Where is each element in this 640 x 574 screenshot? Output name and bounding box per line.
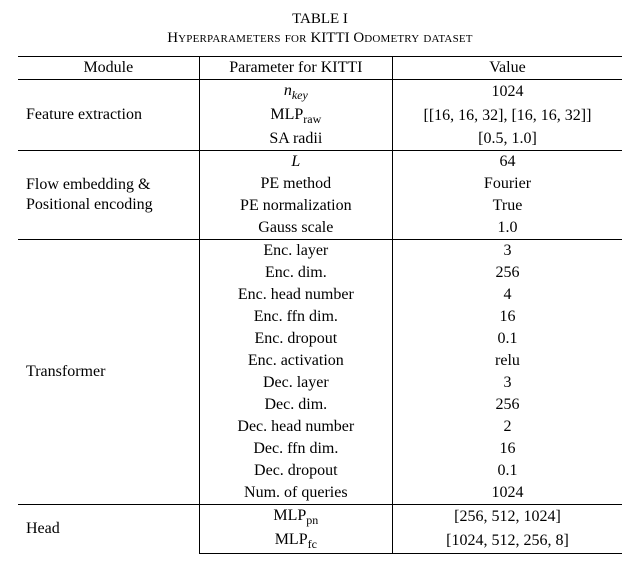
value-cell: 0.1 [392, 328, 622, 350]
header-param: Parameter for KITTI [199, 56, 392, 79]
value-cell: Fourier [392, 173, 622, 195]
hyperparameter-table: Module Parameter for KITTI Value Feature… [18, 56, 622, 555]
value-cell: 2 [392, 416, 622, 438]
value-cell: [0.5, 1.0] [392, 128, 622, 151]
param-cell: PE method [199, 173, 392, 195]
module-cell: Head [18, 504, 199, 553]
caption-l2-d: dometry dataset [364, 30, 473, 46]
table-row: Flow embedding &Positional encodingL64 [18, 150, 622, 173]
value-cell: 16 [392, 306, 622, 328]
value-cell: 1024 [392, 79, 622, 104]
param-cell: Num. of queries [199, 482, 392, 505]
value-cell: 1024 [392, 482, 622, 505]
value-cell: 256 [392, 262, 622, 284]
header-module: Module [18, 56, 199, 79]
module-cell: Transformer [18, 239, 199, 504]
value-cell: 0.1 [392, 460, 622, 482]
value-cell: 64 [392, 150, 622, 173]
table-header-row: Module Parameter for KITTI Value [18, 56, 622, 79]
param-cell: MLPpn [199, 504, 392, 529]
module-cell: Flow embedding &Positional encoding [18, 150, 199, 239]
param-cell: Dec. ffn dim. [199, 438, 392, 460]
caption-line2: Hyperparameters for KITTI Odometry datas… [18, 29, 622, 48]
param-cell: PE normalization [199, 195, 392, 217]
param-cell: MLPfc [199, 529, 392, 554]
value-cell: [1024, 512, 256, 8] [392, 529, 622, 554]
param-cell: Enc. layer [199, 239, 392, 262]
param-cell: Enc. dim. [199, 262, 392, 284]
value-cell: [[16, 16, 32], [16, 16, 32]] [392, 104, 622, 128]
table-row: TransformerEnc. layer3 [18, 239, 622, 262]
value-cell: 3 [392, 239, 622, 262]
param-cell: Dec. layer [199, 372, 392, 394]
table-row: Feature extractionnkey1024 [18, 79, 622, 104]
caption-l2-c: KITTI O [307, 30, 364, 46]
param-cell: SA radii [199, 128, 392, 151]
param-cell: Gauss scale [199, 217, 392, 240]
param-cell: Dec. head number [199, 416, 392, 438]
param-cell: Enc. dropout [199, 328, 392, 350]
param-cell: nkey [199, 79, 392, 104]
value-cell: 1.0 [392, 217, 622, 240]
value-cell: 16 [392, 438, 622, 460]
value-cell: relu [392, 350, 622, 372]
module-cell: Feature extraction [18, 79, 199, 150]
table-row: HeadMLPpn[256, 512, 1024] [18, 504, 622, 529]
caption-l2-a: H [167, 30, 178, 46]
param-cell: Enc. activation [199, 350, 392, 372]
param-cell: MLPraw [199, 104, 392, 128]
caption-l2-b: yperparameters for [178, 30, 307, 46]
value-cell: 256 [392, 394, 622, 416]
value-cell: [256, 512, 1024] [392, 504, 622, 529]
value-cell: 4 [392, 284, 622, 306]
value-cell: True [392, 195, 622, 217]
param-cell: Enc. ffn dim. [199, 306, 392, 328]
param-cell: Dec. dim. [199, 394, 392, 416]
value-cell: 3 [392, 372, 622, 394]
table-caption: TABLE I Hyperparameters for KITTI Odomet… [18, 10, 622, 48]
caption-line1: TABLE I [18, 10, 622, 29]
param-cell: Dec. dropout [199, 460, 392, 482]
table-body: Feature extractionnkey1024MLPraw[[16, 16… [18, 79, 622, 554]
header-value: Value [392, 56, 622, 79]
param-cell: L [199, 150, 392, 173]
param-cell: Enc. head number [199, 284, 392, 306]
